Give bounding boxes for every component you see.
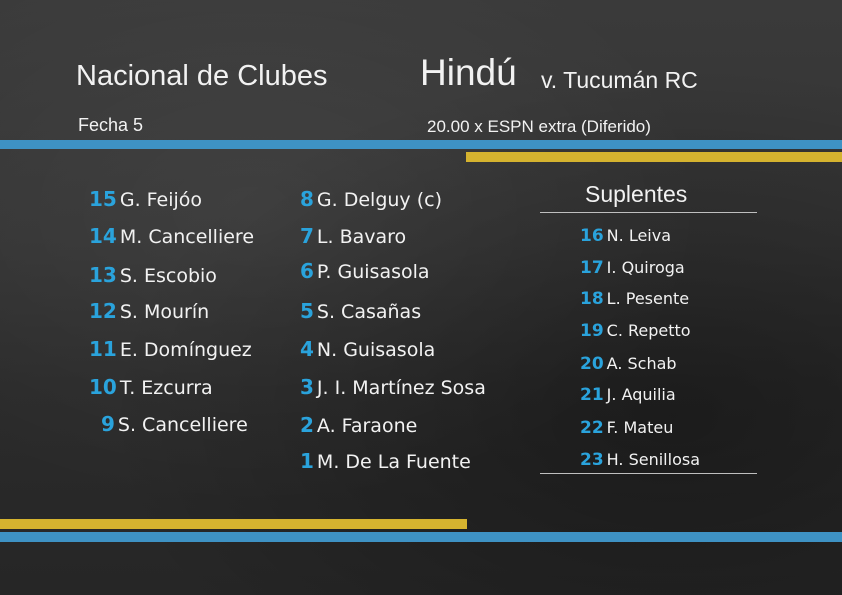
- player-number: 2: [300, 413, 314, 437]
- sub-17: 17 I. Quiroga: [580, 258, 685, 278]
- player-5: 5 S. Casañas: [300, 299, 421, 323]
- sub-18: 18 L. Pesente: [580, 289, 689, 309]
- player-13: 13 S. Escobio: [89, 263, 217, 287]
- player-name: F. Mateu: [606, 418, 674, 437]
- player-number: 23: [580, 450, 604, 470]
- player-number: 19: [580, 321, 604, 341]
- broadcast-info: 20.00 x ESPN extra (Diferido): [427, 117, 651, 136]
- sub-22: 22 F. Mateu: [580, 418, 673, 438]
- player-name: S. Casañas: [316, 301, 422, 323]
- sub-21: 21 J. Aquilia: [580, 385, 676, 405]
- bottom-yellow-stripe: [0, 519, 467, 529]
- player-name: L. Bavaro: [316, 226, 407, 248]
- substitutes-title: Suplentes: [585, 181, 688, 207]
- player-number: 1: [300, 449, 314, 473]
- player-name: J. I. Martínez Sosa: [316, 377, 486, 399]
- player-number: 10: [89, 375, 117, 399]
- player-name: N. Leiva: [606, 226, 672, 245]
- player-number: 15: [89, 187, 117, 211]
- player-11: 11 E. Domínguez: [89, 337, 252, 361]
- player-number: 8: [300, 187, 314, 211]
- top-yellow-stripe: [466, 152, 842, 162]
- player-number: 11: [89, 337, 117, 361]
- player-4: 4 N. Guisasola: [300, 337, 435, 361]
- player-name: M. Cancelliere: [119, 226, 255, 248]
- substitutes-top-rule: [540, 212, 757, 213]
- player-14: 14 M. Cancelliere: [89, 224, 254, 248]
- player-number: 18: [580, 289, 604, 309]
- player-name: G. Delguy (c): [316, 189, 442, 211]
- round-label: Fecha 5: [78, 115, 144, 135]
- player-name: I. Quiroga: [606, 258, 685, 277]
- player-2: 2 A. Faraone: [300, 413, 417, 437]
- player-name: N. Guisasola: [316, 339, 436, 361]
- sub-20: 20 A. Schab: [580, 354, 677, 374]
- player-number: 13: [89, 263, 117, 287]
- player-number: 17: [580, 258, 604, 278]
- player-number: 5: [300, 299, 314, 323]
- player-15: 15 G. Feijóo: [89, 187, 202, 211]
- player-number: 21: [580, 385, 604, 405]
- player-name: L. Pesente: [606, 289, 690, 308]
- player-number: 4: [300, 337, 314, 361]
- player-number: 20: [580, 354, 604, 374]
- player-3: 3 J. I. Martínez Sosa: [300, 375, 486, 399]
- player-number: 3: [300, 375, 314, 399]
- opponent-title: v. Tucumán RC: [541, 67, 698, 93]
- bottom-blue-stripe: [0, 532, 842, 542]
- player-name: A. Faraone: [316, 415, 418, 437]
- player-number: 7: [300, 224, 314, 248]
- player-number: 6: [300, 259, 314, 283]
- player-name: H. Senillosa: [606, 450, 700, 469]
- player-1: 1 M. De La Fuente: [300, 449, 471, 473]
- player-8: 8 G. Delguy (c): [300, 187, 442, 211]
- player-name: J. Aquilia: [606, 385, 676, 404]
- competition-title: Nacional de Clubes: [76, 60, 328, 92]
- top-blue-stripe: [0, 140, 842, 149]
- player-name: G. Feijóo: [119, 189, 203, 211]
- player-number: 12: [89, 299, 117, 323]
- player-6: 6 P. Guisasola: [300, 259, 430, 283]
- player-number: 16: [580, 226, 604, 246]
- player-9: 9 S. Cancelliere: [101, 412, 248, 436]
- player-name: M. De La Fuente: [316, 451, 471, 473]
- player-name: T. Ezcurra: [119, 377, 213, 399]
- player-name: A. Schab: [606, 354, 677, 373]
- player-name: E. Domínguez: [119, 339, 252, 361]
- home-team-title: Hindú: [420, 52, 517, 93]
- player-name: P. Guisasola: [316, 261, 430, 283]
- sub-16: 16 N. Leiva: [580, 226, 671, 246]
- player-number: 9: [101, 412, 115, 436]
- player-number: 14: [89, 224, 117, 248]
- substitutes-bottom-rule: [540, 473, 757, 474]
- sub-23: 23 H. Senillosa: [580, 450, 700, 470]
- player-name: C. Repetto: [606, 321, 691, 340]
- sub-19: 19 C. Repetto: [580, 321, 691, 341]
- player-7: 7 L. Bavaro: [300, 224, 406, 248]
- player-name: S. Escobio: [119, 265, 217, 287]
- player-number: 22: [580, 418, 604, 438]
- player-12: 12 S. Mourín: [89, 299, 209, 323]
- player-name: S. Cancelliere: [117, 414, 248, 436]
- player-name: S. Mourín: [119, 301, 210, 323]
- player-10: 10 T. Ezcurra: [89, 375, 213, 399]
